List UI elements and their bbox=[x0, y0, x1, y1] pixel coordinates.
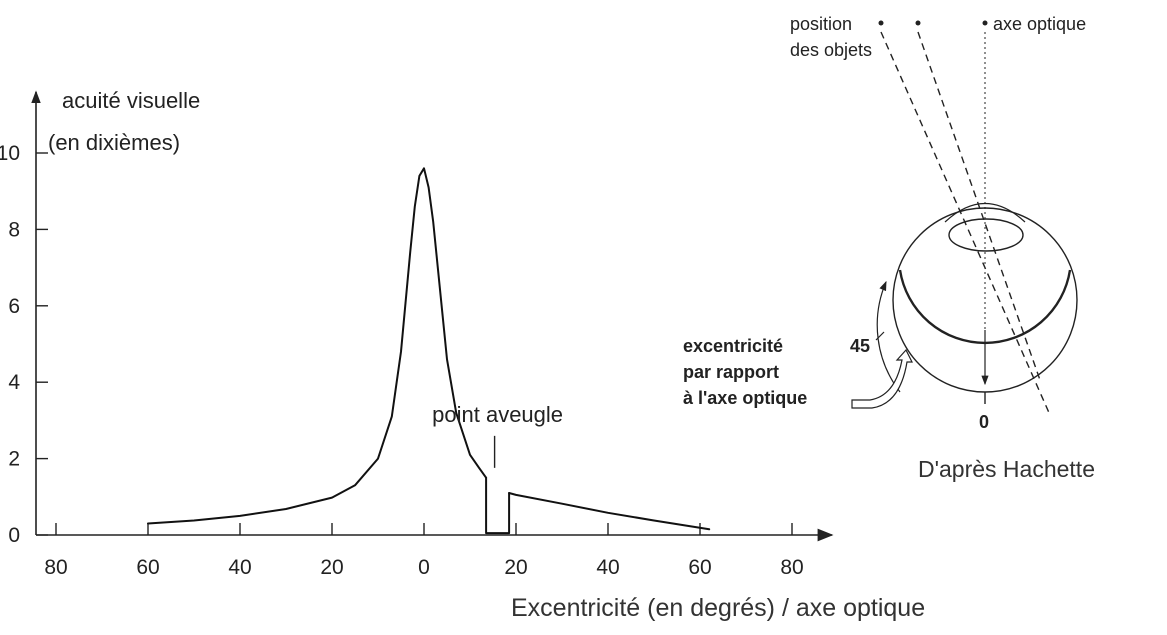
label-par-rapport: par rapport bbox=[683, 362, 779, 382]
label-axe-optique: axe optique bbox=[993, 14, 1086, 34]
object-dot-2 bbox=[915, 20, 921, 26]
acuity-series-line-2 bbox=[485, 476, 511, 535]
x-tick-label: 60 bbox=[136, 556, 159, 579]
label-0: 0 bbox=[979, 412, 989, 432]
y-ticks: 0 2 4 6 8 10 bbox=[0, 142, 48, 547]
annotations: point aveugle bbox=[432, 402, 563, 468]
tick-45 bbox=[875, 331, 885, 341]
x-tick-label: 20 bbox=[320, 556, 343, 579]
y-tick-label: 6 bbox=[8, 295, 20, 318]
x-tick-label: 20 bbox=[504, 556, 527, 579]
x-tick-label: 80 bbox=[44, 556, 67, 579]
x-tick-label: 60 bbox=[688, 556, 711, 579]
y-axis-label-line2: (en dixièmes) bbox=[48, 130, 180, 155]
ray-1 bbox=[880, 31, 1051, 416]
x-ticks: 80 60 40 20 0 20 40 60 80 bbox=[44, 523, 804, 579]
y-tick-label: 4 bbox=[8, 371, 20, 394]
x-tick-label: 80 bbox=[780, 556, 803, 579]
ray-2 bbox=[917, 31, 1041, 381]
acuity-series-line-3 bbox=[508, 492, 711, 531]
x-tick-label: 40 bbox=[228, 556, 251, 579]
acuity-series-line-1 bbox=[147, 167, 488, 525]
y-tick-label: 0 bbox=[8, 524, 20, 547]
y-tick-label: 10 bbox=[0, 142, 20, 165]
x-axis-label: Excentricité (en degrés) / axe optique bbox=[511, 594, 925, 622]
y-axis: 0 2 4 6 8 10 acuité visuelle (en dixièmes) bbox=[0, 88, 200, 547]
label-45: 45 bbox=[850, 336, 870, 356]
label-position: position bbox=[790, 14, 852, 34]
annotation-label: point aveugle bbox=[432, 402, 563, 427]
eye-lens bbox=[948, 218, 1024, 252]
acuity-chart: 0 2 4 6 8 10 acuité visuelle (en dixièmes) 80… bbox=[0, 88, 925, 622]
acuity-curve bbox=[147, 167, 711, 535]
label-a-l-axe-optique: à l'axe optique bbox=[683, 388, 807, 408]
x-tick-label: 0 bbox=[418, 556, 430, 579]
y-axis-label-line1: acuité visuelle bbox=[62, 88, 200, 113]
y-tick-label: 8 bbox=[8, 218, 20, 241]
label-des-objets: des objets bbox=[790, 40, 872, 60]
x-tick-label: 40 bbox=[596, 556, 619, 579]
eye-cornea bbox=[944, 202, 1026, 223]
label-excentricite: excentricité bbox=[683, 336, 783, 356]
credit-text: D'après Hachette bbox=[918, 456, 1095, 482]
eye-diagram: position des objets axe optique 45 0 exc… bbox=[683, 14, 1095, 482]
object-dot-1 bbox=[878, 20, 884, 26]
excentricity-arc-arrow bbox=[876, 280, 901, 393]
axis-dot bbox=[982, 20, 988, 26]
x-axis: 80 60 40 20 0 20 40 60 80 Excentricité (en degré… bbox=[36, 523, 925, 622]
eye-retina bbox=[898, 269, 1072, 345]
hollow-pointer-arrow bbox=[851, 348, 913, 409]
y-tick-label: 2 bbox=[8, 448, 20, 471]
